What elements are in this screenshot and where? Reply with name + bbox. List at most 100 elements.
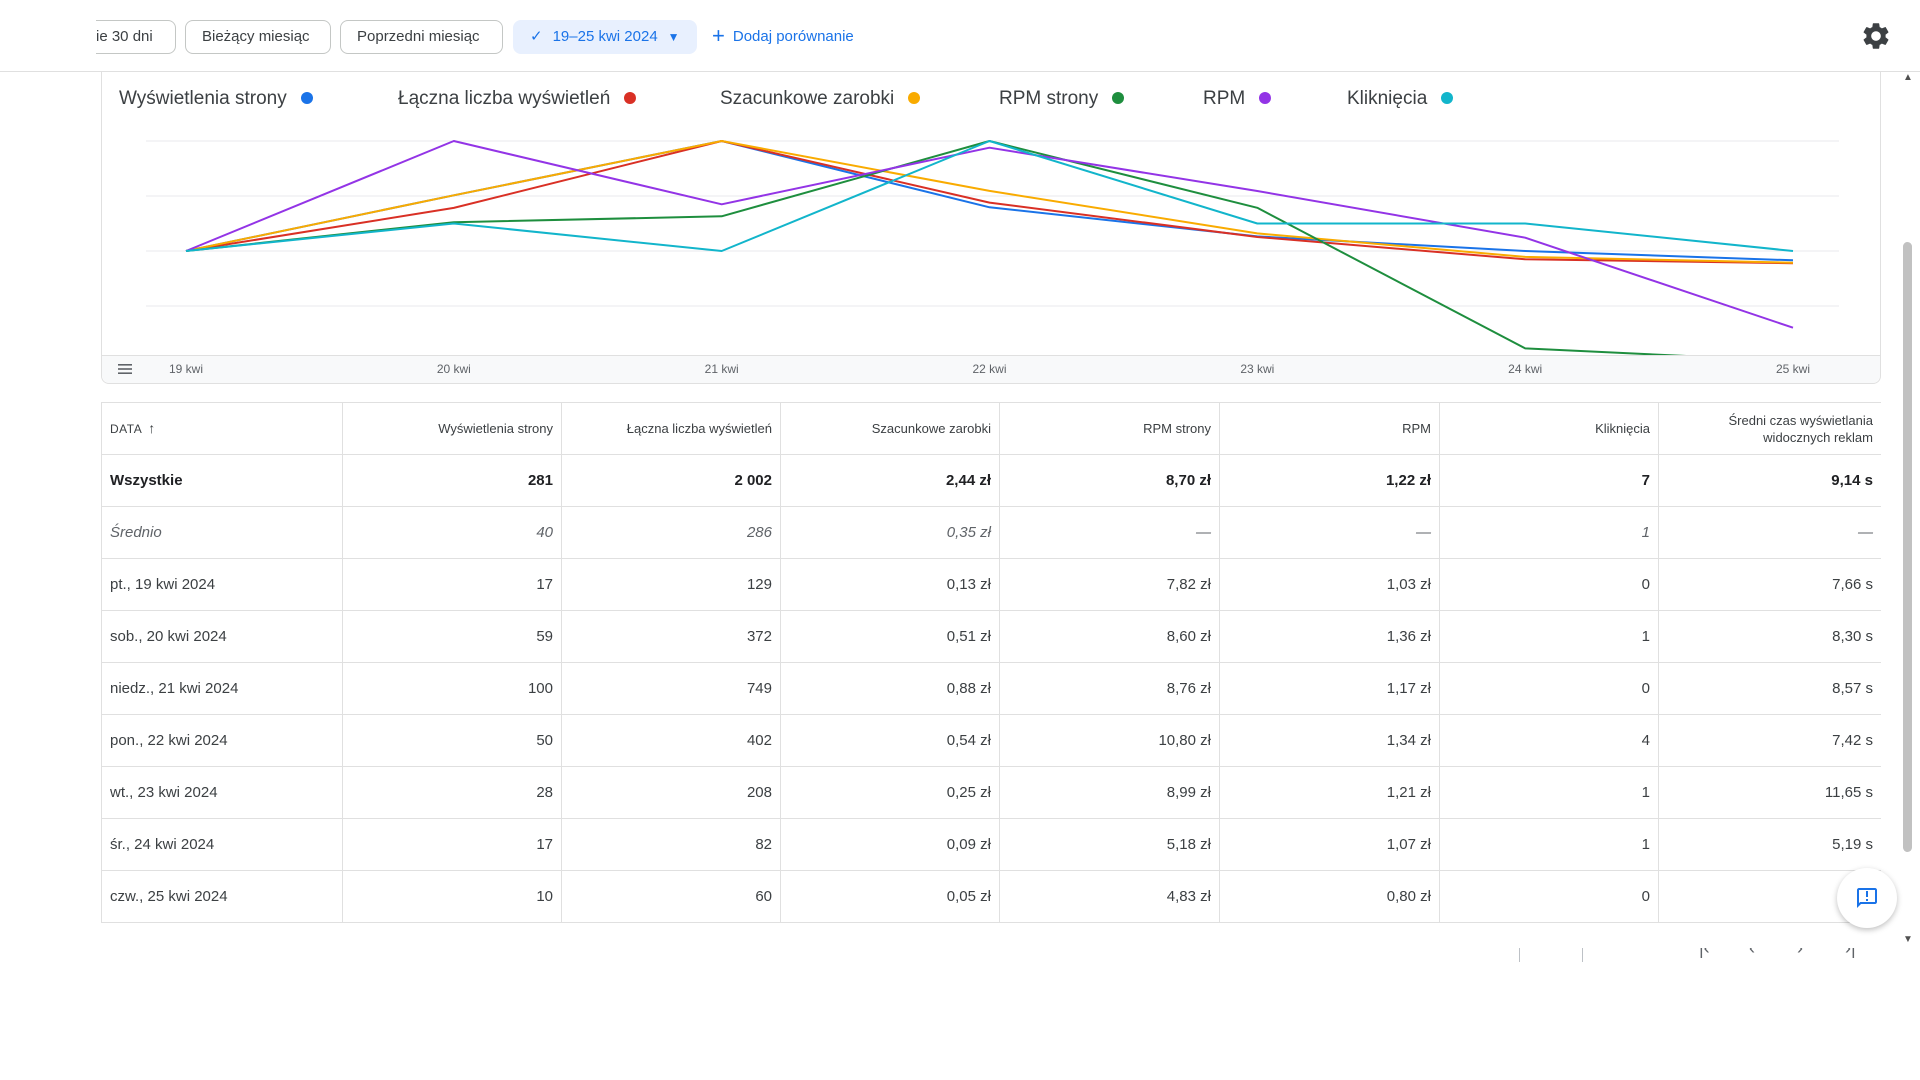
column-header-page-views[interactable]: Wyświetlenia strony <box>342 402 562 455</box>
table-cell: 8,70 zł <box>999 454 1220 507</box>
series-line-2 <box>185 140 1794 264</box>
previous-month-label: Poprzedni miesiąc <box>357 28 480 45</box>
table-cell: 2 002 <box>561 454 781 507</box>
table-cell: 0 <box>1439 558 1659 611</box>
legend-item-impressions[interactable]: Łączna liczba wyświetleń <box>398 84 637 114</box>
x-tick-label: 20 kwi <box>436 362 471 376</box>
table-cell: 2,44 zł <box>780 454 1000 507</box>
scrollbar-thumb[interactable] <box>1903 242 1912 852</box>
previous-month-button[interactable]: Poprzedni miesiąc <box>340 20 503 54</box>
table-cell: 281 <box>342 454 562 507</box>
table-cell: 8,99 zł <box>999 766 1220 819</box>
table-cell: 286 <box>561 506 781 559</box>
legend-dot <box>624 92 637 104</box>
table-cell: 10 <box>342 870 562 923</box>
legend-dot <box>1112 92 1125 104</box>
table-cell: 60 <box>561 870 781 923</box>
legend-dot <box>1259 92 1272 104</box>
chart-card: Wyświetlenia strony Łączna liczba wyświe… <box>101 72 1881 384</box>
pagination: |‹ ‹ › ›| <box>101 948 1881 962</box>
column-header-earnings[interactable]: Szacunkowe zarobki <box>780 402 1000 455</box>
table-row: pt., 19 kwi 2024 17 129 0,13 zł 7,82 zł 1,03 … <box>101 558 1881 611</box>
column-header-page-rpm[interactable]: RPM strony <box>999 402 1220 455</box>
column-header-active-view-time[interactable]: Średni czas wyświetlania widocznych rekl… <box>1658 402 1881 455</box>
column-header-impressions[interactable]: Łączna liczba wyświetleń <box>561 402 781 455</box>
feedback-button[interactable] <box>1837 868 1897 928</box>
report-table: DATA ↑ Wyświetlenia strony Łączna liczba … <box>101 402 1881 923</box>
table-cell: — <box>1658 506 1881 559</box>
table-cell: 4 <box>1439 714 1659 767</box>
legend-label: Szacunkowe zarobki <box>720 88 895 109</box>
last-30-days-button[interactable]: ie 30 dni <box>96 20 176 54</box>
last-30-days-label: ie 30 dni <box>96 28 153 45</box>
scroll-up-icon[interactable]: ▲ <box>1903 72 1913 83</box>
series-line-5 <box>185 140 1794 252</box>
legend-label: Łączna liczba wyświetleń <box>398 88 611 109</box>
last-page-icon[interactable]: ›| <box>1845 948 1856 958</box>
x-tick-label: 21 kwi <box>704 362 739 376</box>
table-cell: 0,09 zł <box>780 818 1000 871</box>
column-header-clicks[interactable]: Kliknięcia <box>1439 402 1659 455</box>
add-comparison-button[interactable]: + Dodaj porównanie <box>712 24 854 49</box>
table-cell: 5,18 zł <box>999 818 1220 871</box>
table-cell: 1,36 zł <box>1219 610 1440 663</box>
table-cell-date: wt., 23 kwi 2024 <box>101 766 343 819</box>
date-range-dropdown[interactable]: ✓ 19–25 kwi 2024 ▼ <box>513 20 697 54</box>
table-cell: 17 <box>342 558 562 611</box>
table-cell: 1 <box>1439 818 1659 871</box>
feedback-icon <box>1857 888 1877 908</box>
prev-page-icon[interactable]: ‹ <box>1749 948 1755 958</box>
table-cell: 1,22 zł <box>1219 454 1440 507</box>
current-month-button[interactable]: Bieżący miesiąc <box>185 20 331 54</box>
rows-per-page-select[interactable] <box>1519 948 1583 962</box>
plus-icon: + <box>712 23 725 48</box>
legend-item-rpm[interactable]: RPM <box>1203 84 1272 114</box>
x-tick-label: 24 kwi <box>1508 362 1543 376</box>
table-cell: — <box>1219 506 1440 559</box>
column-header-rpm[interactable]: RPM <box>1219 402 1440 455</box>
scroll-down-icon[interactable]: ▼ <box>1903 934 1913 945</box>
legend-item-page-rpm[interactable]: RPM strony <box>999 84 1125 114</box>
table-cell-date: czw., 25 kwi 2024 <box>101 870 343 923</box>
table-cell: 1 <box>1439 506 1659 559</box>
table-cell: 8,60 zł <box>999 610 1220 663</box>
table-row: czw., 25 kwi 2024 10 60 0,05 zł 4,83 zł 0,80 … <box>101 870 1881 923</box>
table-row: wt., 23 kwi 2024 28 208 0,25 zł 8,99 zł 1,21 … <box>101 766 1881 819</box>
next-page-icon[interactable]: › <box>1797 948 1803 958</box>
gear-icon[interactable] <box>1860 20 1892 52</box>
table-cell: 0,25 zł <box>780 766 1000 819</box>
menu-icon[interactable] <box>116 360 134 378</box>
table-cell: 10,80 zł <box>999 714 1220 767</box>
table-cell: 7,42 s <box>1658 714 1881 767</box>
table-cell: 40 <box>342 506 562 559</box>
table-cell: 4,83 zł <box>999 870 1220 923</box>
table-cell: 0,54 zł <box>780 714 1000 767</box>
table-cell: 1,03 zł <box>1219 558 1440 611</box>
date-range-label: 19–25 kwi 2024 <box>552 28 658 45</box>
table-cell: 372 <box>561 610 781 663</box>
table-cell: 1,17 zł <box>1219 662 1440 715</box>
column-header-label: DATA <box>110 421 143 436</box>
legend-item-earnings[interactable]: Szacunkowe zarobki <box>720 84 921 114</box>
table-row-total: Wszystkie 281 2 002 2,44 zł 8,70 zł 1,22 zł 7 9… <box>101 454 1881 507</box>
first-page-icon[interactable]: |‹ <box>1699 948 1710 958</box>
legend-label: RPM <box>1203 88 1246 109</box>
legend-dot <box>1441 92 1454 104</box>
legend-label: Kliknięcia <box>1347 88 1428 109</box>
date-filter-bar: ie 30 dni Bieżący miesiąc Poprzedni mies… <box>0 0 1920 72</box>
table-cell-date: sob., 20 kwi 2024 <box>101 610 343 663</box>
legend-item-page-views[interactable]: Wyświetlenia strony <box>119 84 313 114</box>
table-cell-date: Średnio <box>101 506 343 559</box>
series-line-3 <box>185 140 1709 356</box>
table-row: śr., 24 kwi 2024 17 82 0,09 zł 5,18 zł 1,07 z… <box>101 818 1881 871</box>
legend-item-clicks[interactable]: Kliknięcia <box>1347 84 1454 114</box>
table-cell: 749 <box>561 662 781 715</box>
sort-arrow-icon: ↑ <box>148 419 156 436</box>
column-header-date[interactable]: DATA ↑ <box>101 402 343 455</box>
table-cell: 8,76 zł <box>999 662 1220 715</box>
table-cell-date: pon., 22 kwi 2024 <box>101 714 343 767</box>
page-scrollbar[interactable]: ▲ ▼ <box>1900 72 1916 948</box>
table-cell: 0,35 zł <box>780 506 1000 559</box>
table-cell: 0 <box>1439 870 1659 923</box>
table-cell: 82 <box>561 818 781 871</box>
